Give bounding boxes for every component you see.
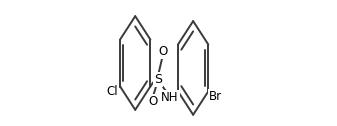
Text: Br: Br <box>209 90 222 103</box>
Text: O: O <box>158 45 167 58</box>
Text: Cl: Cl <box>107 85 119 98</box>
Text: O: O <box>148 95 157 108</box>
Text: NH: NH <box>161 91 179 104</box>
Text: S: S <box>154 73 162 86</box>
